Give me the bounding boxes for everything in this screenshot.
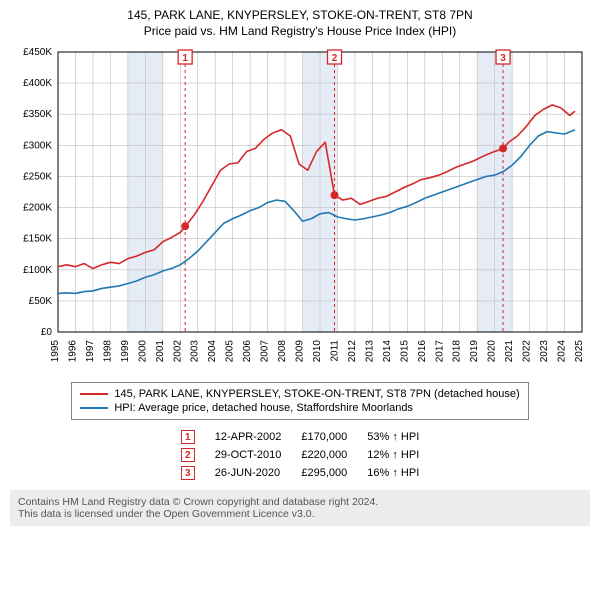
legend-label: HPI: Average price, detached house, Staf… xyxy=(114,402,413,414)
svg-text:2009: 2009 xyxy=(295,340,306,363)
sale-event-row: 1 12-APR-2002 £170,000 53% ↑ HPI xyxy=(181,430,420,444)
svg-text:2016: 2016 xyxy=(417,340,428,363)
svg-text:£0: £0 xyxy=(41,327,53,338)
legend-label: 145, PARK LANE, KNYPERSLEY, STOKE-ON-TRE… xyxy=(114,388,519,400)
event-delta: 16% ↑ HPI xyxy=(367,466,419,480)
event-marker-icon: 2 xyxy=(181,448,195,462)
svg-text:2006: 2006 xyxy=(242,340,253,363)
svg-text:2020: 2020 xyxy=(487,340,498,363)
svg-text:2024: 2024 xyxy=(557,340,568,363)
event-date: 29-OCT-2010 xyxy=(215,448,282,462)
svg-text:1: 1 xyxy=(182,53,188,64)
svg-text:2013: 2013 xyxy=(364,340,375,363)
svg-text:2018: 2018 xyxy=(452,340,463,363)
legend: 145, PARK LANE, KNYPERSLEY, STOKE-ON-TRE… xyxy=(71,382,528,420)
svg-text:£150K: £150K xyxy=(23,234,52,245)
attribution-line: This data is licensed under the Open Gov… xyxy=(18,508,582,520)
svg-text:2014: 2014 xyxy=(382,340,393,363)
event-delta: 12% ↑ HPI xyxy=(367,448,419,462)
title-line-2: Price paid vs. HM Land Registry's House … xyxy=(10,24,590,38)
legend-item: 145, PARK LANE, KNYPERSLEY, STOKE-ON-TRE… xyxy=(80,387,519,401)
sale-event-row: 3 26-JUN-2020 £295,000 16% ↑ HPI xyxy=(181,466,420,480)
svg-text:£350K: £350K xyxy=(23,109,52,120)
sale-events-table: 1 12-APR-2002 £170,000 53% ↑ HPI 2 29-OCT-201… xyxy=(161,426,440,484)
svg-text:2015: 2015 xyxy=(399,340,410,363)
svg-text:2007: 2007 xyxy=(260,340,271,363)
legend-swatch xyxy=(80,393,108,395)
svg-text:2017: 2017 xyxy=(434,340,445,363)
svg-text:£100K: £100K xyxy=(23,265,52,276)
svg-text:2025: 2025 xyxy=(574,340,585,363)
event-marker-icon: 1 xyxy=(181,430,195,444)
svg-text:2023: 2023 xyxy=(539,340,550,363)
title-line-1: 145, PARK LANE, KNYPERSLEY, STOKE-ON-TRE… xyxy=(10,8,590,22)
svg-text:£300K: £300K xyxy=(23,140,52,151)
svg-text:3: 3 xyxy=(500,53,506,64)
event-price: £220,000 xyxy=(301,448,347,462)
price-chart: £0 £50K £100K £150K £200K £250K £300K £350K £400… xyxy=(10,44,590,374)
svg-text:£250K: £250K xyxy=(23,171,52,182)
svg-text:2019: 2019 xyxy=(469,340,480,363)
svg-text:2011: 2011 xyxy=(329,340,340,362)
svg-text:2002: 2002 xyxy=(172,340,183,363)
svg-text:2022: 2022 xyxy=(522,340,533,363)
data-attribution: Contains HM Land Registry data © Crown c… xyxy=(10,490,590,526)
event-date: 12-APR-2002 xyxy=(215,430,282,444)
attribution-line: Contains HM Land Registry data © Crown c… xyxy=(18,496,582,508)
svg-text:2000: 2000 xyxy=(137,340,148,363)
svg-text:£200K: £200K xyxy=(23,203,52,214)
chart-canvas: £0 £50K £100K £150K £200K £250K £300K £350K £400… xyxy=(10,44,590,374)
svg-text:2004: 2004 xyxy=(207,340,218,363)
svg-text:£400K: £400K xyxy=(23,78,52,89)
svg-text:£450K: £450K xyxy=(23,47,52,58)
chart-title-block: 145, PARK LANE, KNYPERSLEY, STOKE-ON-TRE… xyxy=(10,8,590,38)
legend-swatch xyxy=(80,407,108,409)
sale-event-row: 2 29-OCT-2010 £220,000 12% ↑ HPI xyxy=(181,448,420,462)
event-delta: 53% ↑ HPI xyxy=(367,430,419,444)
svg-text:2005: 2005 xyxy=(225,340,236,363)
event-price: £170,000 xyxy=(301,430,347,444)
event-price: £295,000 xyxy=(301,466,347,480)
svg-text:1999: 1999 xyxy=(120,340,131,363)
event-date: 26-JUN-2020 xyxy=(215,466,282,480)
svg-text:1997: 1997 xyxy=(85,340,96,363)
svg-text:1998: 1998 xyxy=(102,340,113,363)
legend-item: HPI: Average price, detached house, Staf… xyxy=(80,401,519,415)
svg-text:2012: 2012 xyxy=(347,340,358,363)
svg-text:2008: 2008 xyxy=(277,340,288,363)
svg-text:2003: 2003 xyxy=(190,340,201,363)
svg-text:1995: 1995 xyxy=(50,340,61,363)
svg-text:£50K: £50K xyxy=(29,296,53,307)
svg-text:2010: 2010 xyxy=(312,340,323,363)
event-marker-icon: 3 xyxy=(181,466,195,480)
svg-text:2021: 2021 xyxy=(504,340,515,363)
svg-text:2: 2 xyxy=(332,53,338,64)
svg-text:2001: 2001 xyxy=(155,340,166,363)
svg-text:1996: 1996 xyxy=(67,340,78,363)
